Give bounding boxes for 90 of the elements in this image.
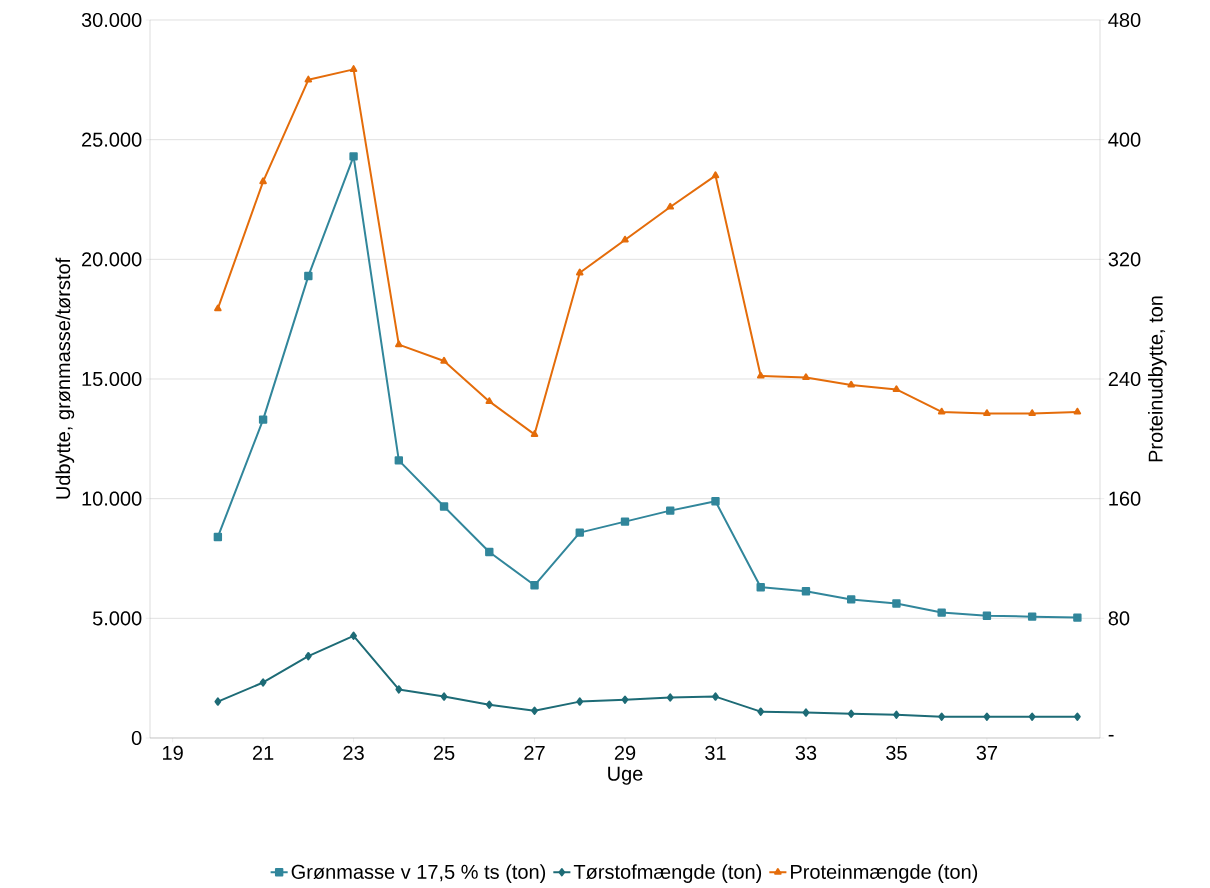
- point: [621, 695, 629, 704]
- point: [711, 171, 720, 179]
- point: [214, 697, 222, 706]
- point: [666, 693, 674, 702]
- y2-tick-label: 240: [1108, 371, 1141, 387]
- point: [440, 692, 448, 701]
- x-tick-label: 31: [705, 745, 726, 760]
- legend-label: Grønmasse v 17,5 % ts (ton): [291, 864, 546, 883]
- point: [394, 456, 404, 465]
- y2-tick-label: 480: [1108, 12, 1141, 28]
- point: [1028, 712, 1036, 721]
- point: [802, 373, 810, 381]
- point: [349, 65, 358, 72]
- point: [395, 340, 403, 348]
- point: [530, 430, 539, 437]
- y2-tick-label: 400: [1108, 132, 1141, 147]
- y-tick-label: 10.000: [82, 491, 142, 506]
- point: [485, 547, 494, 557]
- point: [259, 678, 267, 687]
- point: [757, 707, 765, 716]
- y-tick-label: 20.000: [82, 252, 142, 267]
- point: [666, 506, 675, 515]
- y-tick-label: 30.000: [81, 12, 142, 28]
- point: [349, 152, 358, 161]
- y2-tick-label: -: [1108, 734, 1114, 737]
- y2-tick-label: 320: [1108, 252, 1141, 267]
- point: [439, 502, 449, 511]
- point: [756, 583, 765, 592]
- point: [259, 177, 267, 185]
- point: [938, 712, 946, 721]
- point: [350, 631, 357, 640]
- point: [983, 409, 991, 416]
- point: [982, 611, 992, 620]
- y2-tick-label: 80: [1108, 611, 1130, 626]
- y-axis-title: Udbytte, grønmasse/tørstof: [55, 257, 75, 499]
- point: [712, 692, 719, 701]
- point: [802, 708, 810, 717]
- y-tick-label: 0: [131, 730, 142, 746]
- point: [893, 710, 900, 719]
- point: [847, 380, 855, 388]
- x-tick-label: 29: [614, 745, 636, 760]
- y-tick-label: 5.000: [92, 611, 142, 626]
- point: [440, 356, 448, 364]
- point: [801, 587, 811, 596]
- legend-label: Proteinmængde (ton): [791, 864, 978, 883]
- point: [983, 712, 991, 721]
- point: [576, 697, 584, 706]
- point: [304, 75, 313, 83]
- point: [485, 397, 494, 405]
- point: [1027, 612, 1037, 621]
- point: [213, 532, 223, 542]
- point: [214, 304, 222, 312]
- y2-tick-label: 160: [1109, 491, 1141, 506]
- x-tick-label: 27: [524, 745, 545, 760]
- y2-axis-title: Proteinudbytte, ton: [1148, 296, 1167, 462]
- point: [1028, 409, 1036, 416]
- point: [1073, 407, 1082, 415]
- point: [756, 371, 765, 379]
- point: [621, 235, 629, 243]
- point: [576, 268, 584, 276]
- point: [258, 415, 268, 424]
- x-tick-label: 33: [795, 745, 817, 760]
- point: [575, 528, 584, 537]
- x-axis-title: Uge: [608, 766, 643, 785]
- point: [304, 651, 312, 661]
- point: [1073, 613, 1082, 622]
- x-tick-label: 23: [343, 745, 364, 760]
- point: [937, 608, 946, 617]
- x-tick-label: 21: [252, 745, 274, 760]
- point: [847, 709, 855, 719]
- x-tick-label: 25: [433, 745, 455, 760]
- legend-label: Tørstofmængde (ton): [573, 864, 762, 883]
- point: [485, 700, 493, 709]
- x-tick-label: 37: [976, 745, 998, 760]
- point: [892, 599, 901, 608]
- y-tick-label: 25.000: [82, 132, 142, 147]
- point: [937, 407, 946, 415]
- x-tick-label: 19: [163, 745, 183, 760]
- point: [530, 581, 539, 590]
- point: [531, 706, 538, 715]
- point: [846, 595, 856, 604]
- point: [711, 497, 720, 506]
- point: [1073, 712, 1081, 721]
- point: [395, 685, 403, 694]
- y-tick-label: 15.000: [82, 371, 142, 387]
- point: [666, 202, 675, 210]
- point: [620, 517, 630, 526]
- x-tick-label: 35: [886, 745, 907, 760]
- point: [304, 271, 313, 281]
- point: [892, 385, 901, 393]
